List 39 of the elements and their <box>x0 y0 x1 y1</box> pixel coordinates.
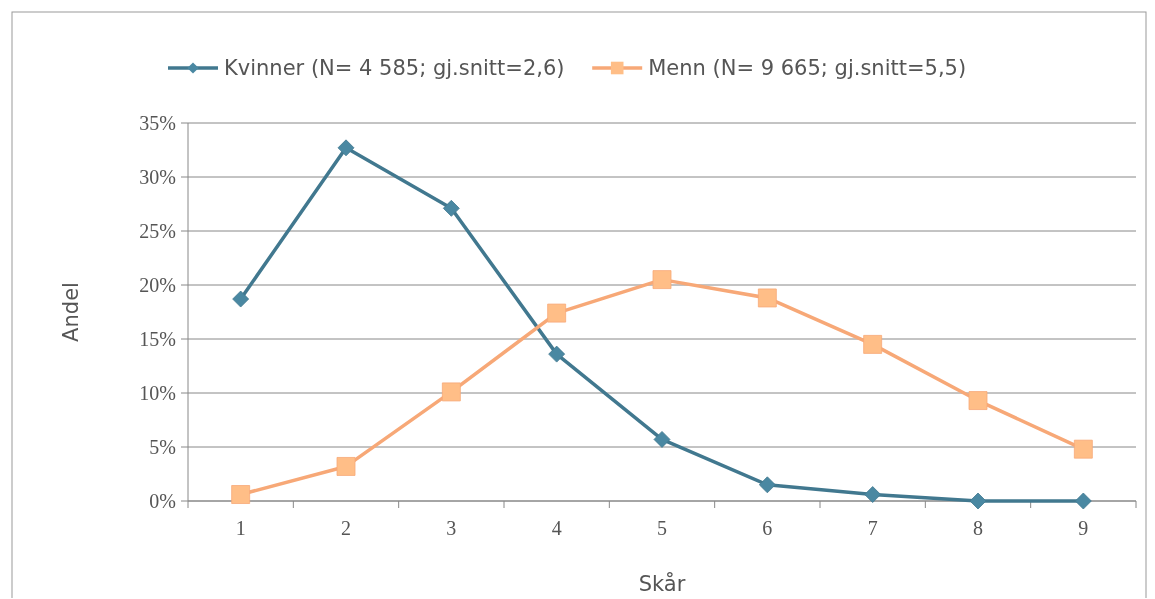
x-axis-title: Skår <box>638 571 686 596</box>
y-axis-title: Andel <box>59 282 83 342</box>
point <box>548 345 566 363</box>
y-tick-label: 30% <box>139 166 176 188</box>
point <box>337 139 355 157</box>
point <box>441 382 461 402</box>
y-tick-label: 25% <box>139 220 176 242</box>
x-tick-label: 9 <box>1078 517 1089 539</box>
legend-label: Menn (N= 9 665; gj.snitt=5,5) <box>648 56 967 81</box>
x-tick-label: 4 <box>551 517 562 539</box>
point <box>652 270 672 289</box>
y-tick-label: 20% <box>139 274 176 296</box>
legend-label: Kvinner (N= 4 585; gj.snitt=2,6) <box>224 56 565 81</box>
point <box>758 476 776 494</box>
x-tick-label: 6 <box>762 517 773 539</box>
x-tick-label: 1 <box>235 517 246 539</box>
y-tick-label: 15% <box>139 328 176 350</box>
x-tick-label: 5 <box>657 517 667 539</box>
point <box>969 492 987 510</box>
point <box>232 290 250 308</box>
x-tick-label: 7 <box>867 517 878 539</box>
y-tick-label: 10% <box>139 382 176 404</box>
y-tick-label: 0% <box>149 490 176 512</box>
x-tick-label: 8 <box>973 517 983 539</box>
point <box>864 486 882 503</box>
point <box>1073 439 1093 459</box>
x-tick-label: 2 <box>341 517 351 539</box>
point <box>757 288 777 308</box>
point <box>968 391 988 410</box>
point <box>231 485 251 504</box>
point <box>547 303 567 323</box>
point <box>336 457 356 476</box>
point <box>863 335 883 354</box>
point <box>1074 492 1092 510</box>
point <box>653 431 671 448</box>
y-tick-label: 35% <box>139 112 176 134</box>
point <box>442 199 460 217</box>
x-tick-label: 3 <box>446 517 457 539</box>
y-tick-label: 5% <box>149 436 176 458</box>
